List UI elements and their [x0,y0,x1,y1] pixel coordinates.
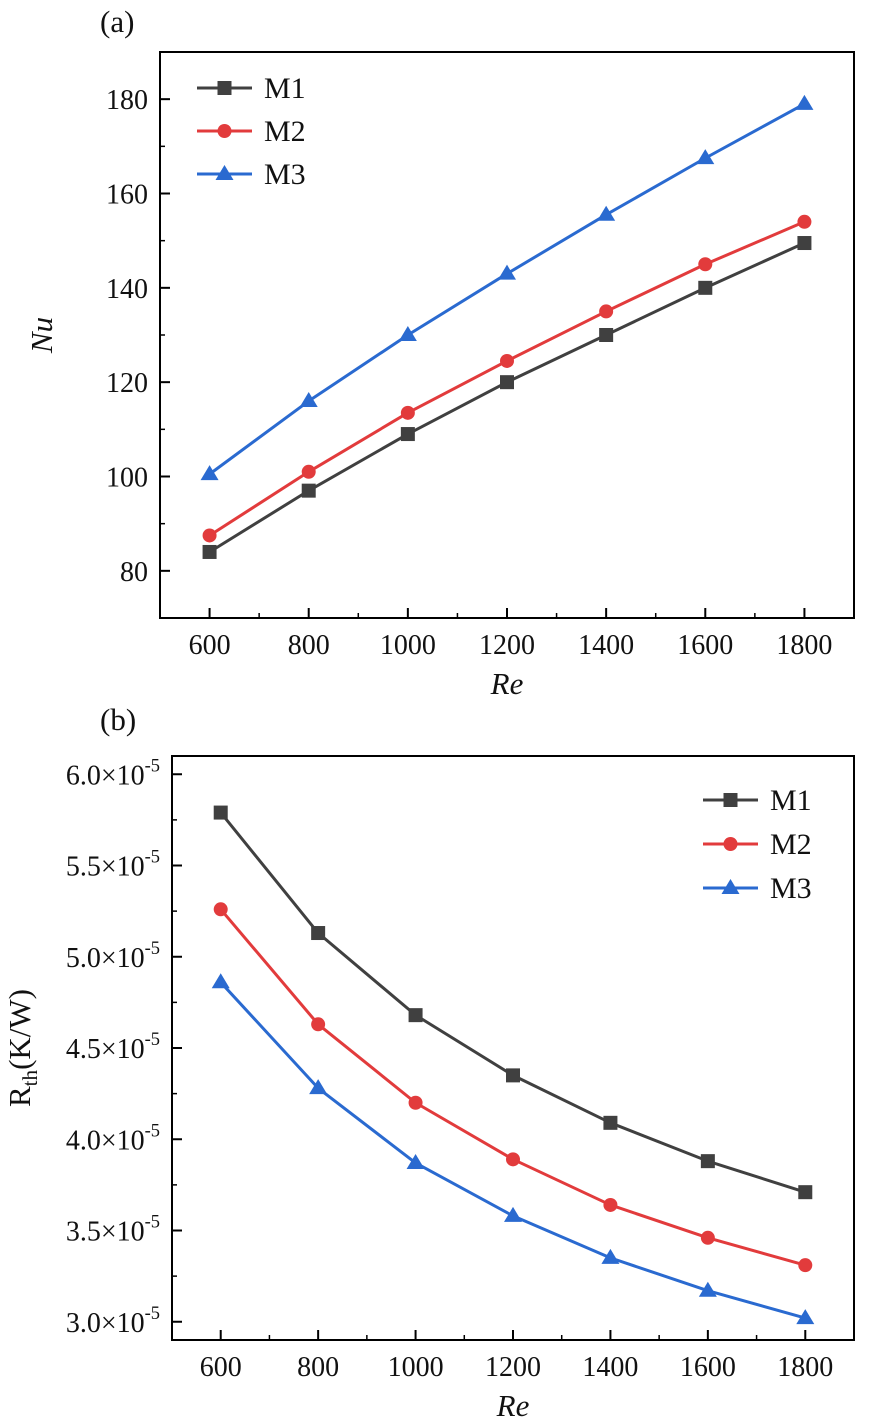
svg-text:Re: Re [490,666,524,700]
svg-text:1800: 1800 [776,630,832,661]
svg-text:1400: 1400 [582,1352,638,1383]
svg-text:1800: 1800 [777,1352,833,1383]
svg-text:800: 800 [288,630,330,661]
svg-text:Rth(K/W): Rth(K/W) [2,989,42,1107]
svg-text:1000: 1000 [388,1352,444,1383]
svg-text:3.0×10-5: 3.0×10-5 [66,1303,160,1339]
svg-text:Nu: Nu [24,317,59,354]
svg-text:600: 600 [200,1352,242,1383]
svg-text:800: 800 [297,1352,339,1383]
svg-text:160: 160 [106,180,148,211]
svg-text:100: 100 [106,463,148,494]
svg-text:M1: M1 [770,784,812,817]
svg-text:1000: 1000 [380,630,436,661]
svg-text:6.0×10-5: 6.0×10-5 [66,755,160,791]
nusselt-vs-reynolds-chart: 600 800 1000 1200 1400 1600 1800 80 100 120 140 160… [24,51,855,700]
svg-text:180: 180 [106,85,148,116]
svg-text:5.5×10-5: 5.5×10-5 [66,847,160,883]
svg-text:3.5×10-5: 3.5×10-5 [66,1212,160,1248]
svg-text:600: 600 [189,630,231,661]
svg-text:4.0×10-5: 4.0×10-5 [66,1120,160,1156]
svg-text:1400: 1400 [578,630,634,661]
svg-text:120: 120 [106,368,148,399]
svg-text:80: 80 [120,557,148,588]
svg-text:Re: Re [496,1388,530,1418]
svg-text:1200: 1200 [485,1352,541,1383]
svg-text:M1: M1 [264,72,306,105]
thermal-resistance-vs-reynolds-chart: 600 800 1000 1200 1400 1600 1800 3.0×10-5 3.5×10… [2,755,855,1418]
svg-text:5.0×10-5: 5.0×10-5 [66,938,160,974]
svg-text:1600: 1600 [680,1352,736,1383]
panel-label-a: (a) [100,4,135,39]
panel-label-b: (b) [100,702,137,737]
svg-text:M3: M3 [264,158,306,191]
svg-text:M2: M2 [264,115,306,148]
svg-text:M3: M3 [770,872,812,905]
svg-text:1600: 1600 [677,630,733,661]
svg-text:140: 140 [106,274,148,305]
svg-text:1200: 1200 [479,630,535,661]
svg-text:M2: M2 [770,828,812,861]
svg-text:4.5×10-5: 4.5×10-5 [66,1029,160,1065]
